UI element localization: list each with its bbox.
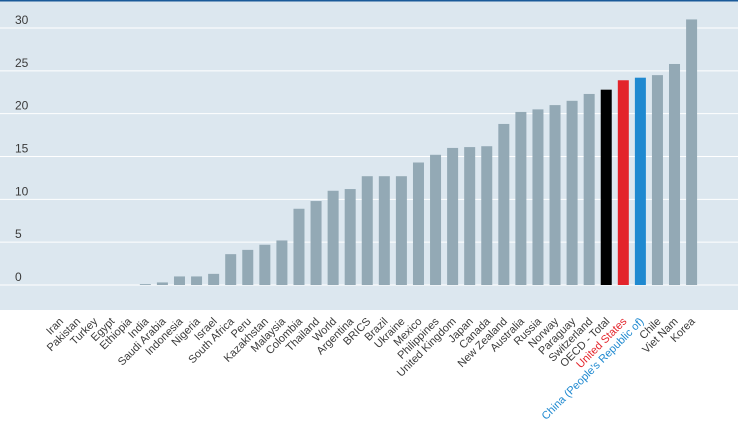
bar-united-kingdom <box>447 147 459 285</box>
y-tick-label-20: 20 <box>15 99 29 113</box>
y-tick-label-0: 0 <box>15 270 22 284</box>
x-axis-labels: IranPakistanTurkeyEgyptEthiopiaIndiaSaud… <box>44 315 698 421</box>
bar-colombia <box>293 208 305 285</box>
y-tick-label-30: 30 <box>15 13 29 27</box>
bar-mexico <box>412 162 424 285</box>
bar-australia <box>515 111 527 285</box>
bar-kazakhstan <box>259 244 271 285</box>
bar-world <box>327 190 339 285</box>
bar-south-africa <box>225 254 237 285</box>
bar-norway <box>549 105 561 285</box>
bar-switzerland <box>583 93 595 286</box>
bar-russia <box>532 109 544 285</box>
bar-brazil <box>378 176 390 285</box>
bar-chile <box>651 75 663 286</box>
bar-brics <box>361 176 373 285</box>
bar-india <box>139 284 151 285</box>
bars <box>139 19 698 286</box>
bar-oecd-total <box>600 89 612 286</box>
bar-argentina <box>344 189 356 285</box>
bar-china-people-s-republic-of <box>634 77 646 285</box>
bar-indonesia <box>173 276 185 285</box>
bar-philippines <box>430 154 442 285</box>
bar-korea <box>686 19 698 286</box>
bar-canada <box>481 146 493 285</box>
bar-saudi-arabia <box>156 282 168 285</box>
bar-israel <box>208 273 220 285</box>
y-tick-label-10: 10 <box>15 184 29 198</box>
y-tick-label-5: 5 <box>15 227 22 241</box>
bar-united-states <box>617 80 629 285</box>
bar-paraguay <box>566 100 578 285</box>
bar-new-zealand <box>498 123 510 285</box>
bar-nigeria <box>191 276 203 285</box>
bar-viet-nam <box>669 63 681 286</box>
bar-thailand <box>310 201 322 285</box>
y-tick-label-15: 15 <box>15 142 29 156</box>
y-axis-ticks: 0 5 10 15 20 25 30 <box>15 13 29 284</box>
y-tick-label-25: 25 <box>15 56 29 70</box>
bar-peru <box>242 249 254 285</box>
bar-japan <box>464 147 476 285</box>
bar-ukraine <box>395 176 407 285</box>
bar-malaysia <box>276 240 288 285</box>
